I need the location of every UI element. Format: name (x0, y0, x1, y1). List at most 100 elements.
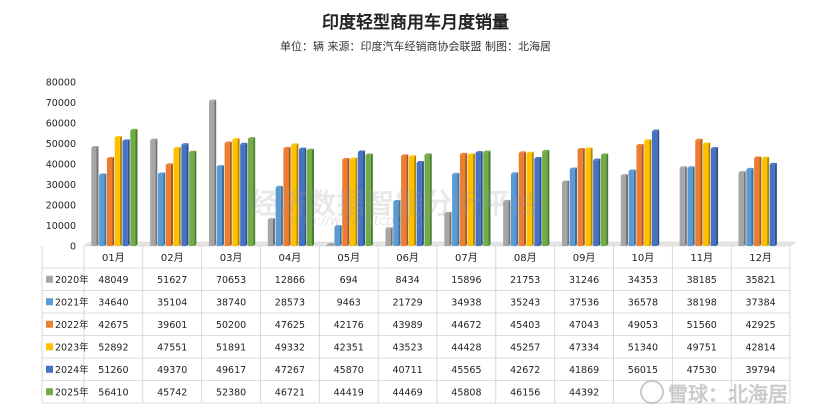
data-label: 44392 (569, 387, 599, 398)
legend-label: 2023年 (55, 341, 89, 353)
data-label: 34640 (98, 297, 128, 308)
data-label: 70653 (216, 275, 246, 286)
bar-side (119, 136, 122, 246)
bar (165, 164, 171, 246)
bar (600, 154, 607, 246)
bar (561, 181, 568, 246)
data-label: 34353 (628, 275, 658, 286)
data-label: 47043 (569, 320, 599, 331)
data-label: 49751 (687, 342, 717, 353)
bar-side (457, 172, 460, 246)
bar-top (334, 225, 342, 227)
bar-top (291, 143, 299, 145)
bar-top (189, 150, 197, 153)
data-label: 45403 (510, 320, 540, 331)
bar-side (480, 151, 483, 246)
bar (769, 164, 775, 246)
bar-top (173, 147, 181, 149)
bar (99, 174, 105, 246)
bar-side (488, 150, 491, 246)
category-label: 02月 (161, 252, 184, 264)
bar (291, 144, 297, 246)
bar-side (104, 173, 107, 246)
chart-subtitle: 单位：辆 来源：印度汽车经销商协会联盟 制图：北海居 (280, 40, 551, 53)
bar-side (567, 180, 570, 246)
bar (459, 154, 466, 246)
bar-side (774, 162, 777, 246)
bar-top (754, 156, 762, 159)
bar-side (692, 166, 695, 246)
bar-top (122, 139, 130, 141)
bar-top (679, 166, 687, 168)
bar-top (91, 145, 99, 148)
bar (510, 173, 517, 246)
bar-top (240, 142, 248, 145)
data-label: 35821 (745, 275, 775, 286)
bar-top (342, 158, 350, 160)
legend-swatch (46, 388, 53, 396)
data-label: 48049 (98, 275, 128, 286)
bar-side (390, 227, 393, 246)
bar-side (708, 142, 711, 246)
bar (114, 137, 120, 246)
category-label: 07月 (455, 252, 478, 264)
category-label: 09月 (573, 252, 596, 264)
bar-top (247, 137, 256, 139)
y-tick-label: 50000 (46, 139, 76, 150)
bar (467, 154, 473, 246)
data-label: 37536 (569, 297, 599, 308)
bar-side (531, 151, 534, 246)
bar-side (590, 147, 593, 246)
y-tick-label: 40000 (46, 160, 76, 171)
data-label: 42351 (334, 342, 364, 353)
legend-swatch (46, 365, 53, 373)
data-label: 51891 (216, 342, 246, 353)
bar-side (370, 153, 373, 246)
bar (754, 158, 760, 246)
y-tick-label: 10000 (46, 221, 76, 232)
bar-side (237, 138, 240, 246)
bar (240, 144, 246, 246)
data-label: 38740 (216, 297, 246, 308)
data-label: 9463 (337, 297, 361, 308)
bar-top (593, 158, 601, 161)
bar-top (585, 147, 593, 149)
bar (628, 171, 634, 246)
data-label: 56015 (628, 365, 658, 376)
bar-side (312, 148, 315, 246)
bar-top (365, 153, 373, 155)
data-label: 39601 (157, 320, 187, 331)
data-label: 694 (340, 275, 358, 286)
bar-top (165, 163, 173, 165)
bar-top (393, 199, 401, 202)
bar (130, 130, 136, 246)
y-tick-label: 70000 (46, 98, 76, 109)
bar-side (429, 153, 432, 246)
bar-side (472, 153, 475, 246)
bar-side (288, 146, 291, 246)
data-label: 45870 (334, 365, 364, 376)
bar (452, 174, 458, 246)
bar (91, 147, 97, 246)
bar-top (232, 138, 240, 140)
bar (157, 174, 164, 246)
bar (299, 149, 305, 246)
bar (534, 158, 540, 246)
category-label: 12月 (749, 252, 772, 264)
bar (746, 169, 752, 246)
category-label: 11月 (690, 252, 713, 264)
bar (761, 158, 768, 246)
bar (518, 152, 524, 246)
legend-label: 2024年 (55, 364, 89, 376)
bar (173, 148, 179, 246)
bar-top (416, 161, 424, 163)
bar (636, 145, 642, 246)
bar-top (483, 150, 491, 153)
bar-side (465, 152, 468, 246)
bar-top (518, 151, 526, 153)
data-label: 38198 (687, 297, 717, 308)
bar (224, 143, 230, 246)
bar-side (547, 149, 550, 246)
bar-top (600, 153, 609, 155)
